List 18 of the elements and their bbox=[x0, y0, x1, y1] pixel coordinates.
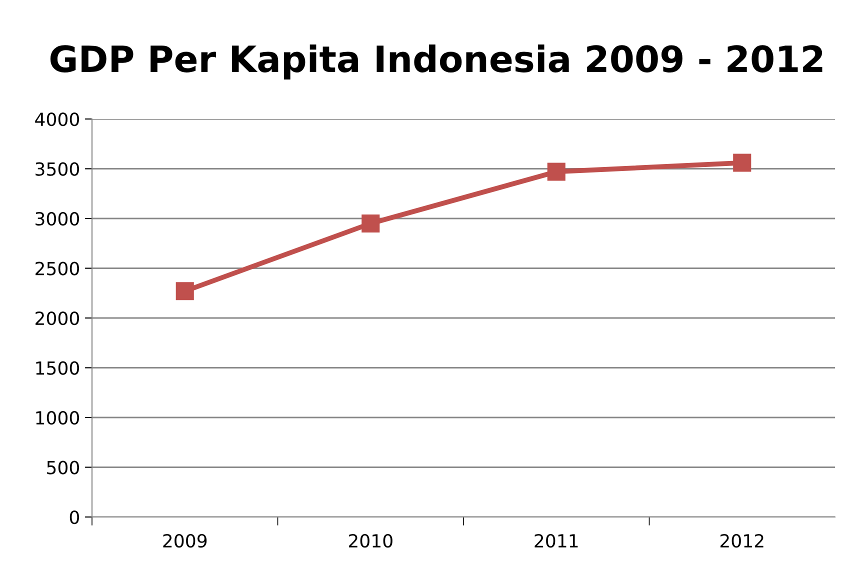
y-tick-label: 1500 bbox=[36, 361, 79, 375]
y-tick-label: 1000 bbox=[36, 410, 79, 425]
point bbox=[362, 214, 380, 233]
x-tick-label: 2012 bbox=[720, 534, 764, 548]
x-tick-label: 2011 bbox=[534, 534, 578, 548]
y-tick-label: 3500 bbox=[36, 162, 79, 176]
y-tick-label: 0 bbox=[70, 510, 79, 524]
y-tick-label: 2500 bbox=[36, 262, 79, 276]
y-tick-label: 4000 bbox=[35, 112, 79, 126]
x-tick-label: 2010 bbox=[348, 534, 392, 548]
y-tick-label: 500 bbox=[47, 460, 79, 474]
y-tick-label: 3000 bbox=[36, 212, 79, 226]
y-tick-label: 2000 bbox=[36, 311, 79, 326]
point bbox=[176, 282, 194, 300]
x-tick-label: 2009 bbox=[163, 534, 207, 548]
point bbox=[733, 154, 752, 172]
point bbox=[547, 162, 566, 181]
chart-title: GDP Per Kapita Indonesia 2009 - 2012 bbox=[50, 44, 822, 80]
